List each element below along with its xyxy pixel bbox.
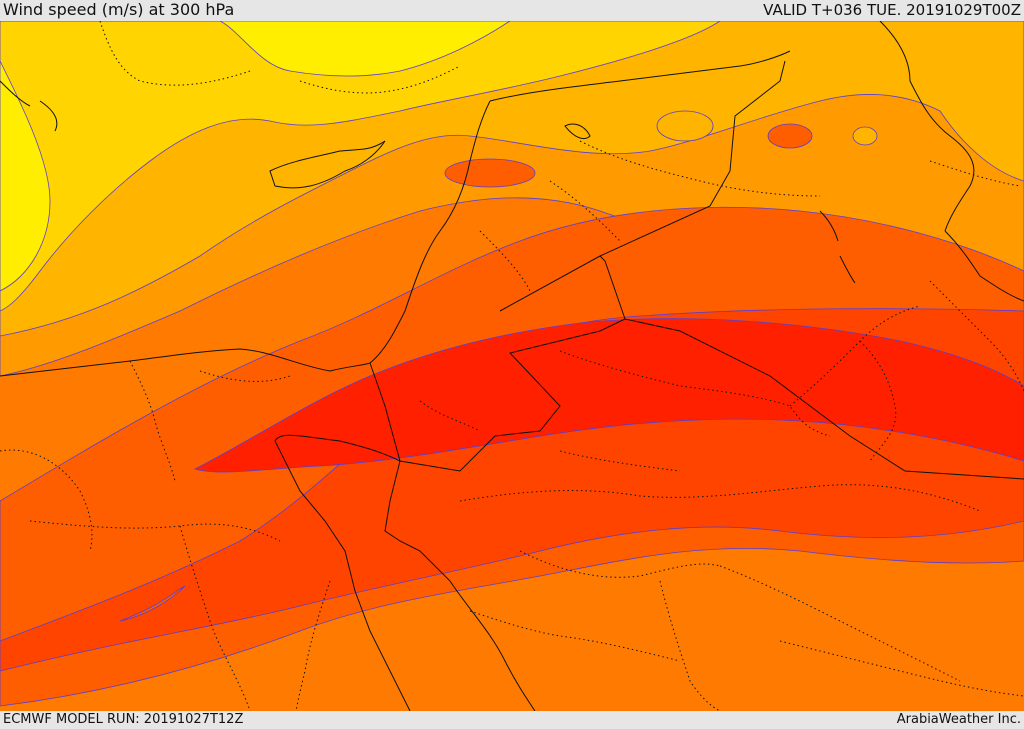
map-title: Wind speed (m/s) at 300 hPa	[3, 0, 235, 19]
model-run: ECMWF MODEL RUN: 20191027T12Z	[3, 712, 244, 727]
band-dark-orange-tongue	[119, 585, 186, 622]
band-dark-orange-blob	[444, 158, 536, 188]
band-gold-blob	[656, 110, 714, 142]
band-gold-blob-2	[852, 126, 878, 146]
band-light-yellow	[0, 21, 721, 312]
country-borders	[0, 21, 1024, 711]
map-header: Wind speed (m/s) at 300 hPa VALID T+036 …	[0, 0, 1024, 21]
band-red	[193, 318, 1024, 473]
band-red-orange-blob	[767, 123, 813, 149]
band-yellow	[0, 21, 511, 292]
wind-speed-map	[0, 21, 1024, 711]
admin-boundaries	[0, 21, 1024, 711]
map-footer: ECMWF MODEL RUN: 20191027T12Z ArabiaWeat…	[0, 711, 1024, 729]
credit: ArabiaWeather Inc.	[896, 712, 1021, 727]
valid-time: VALID T+036 TUE. 20191029T00Z	[763, 1, 1021, 19]
